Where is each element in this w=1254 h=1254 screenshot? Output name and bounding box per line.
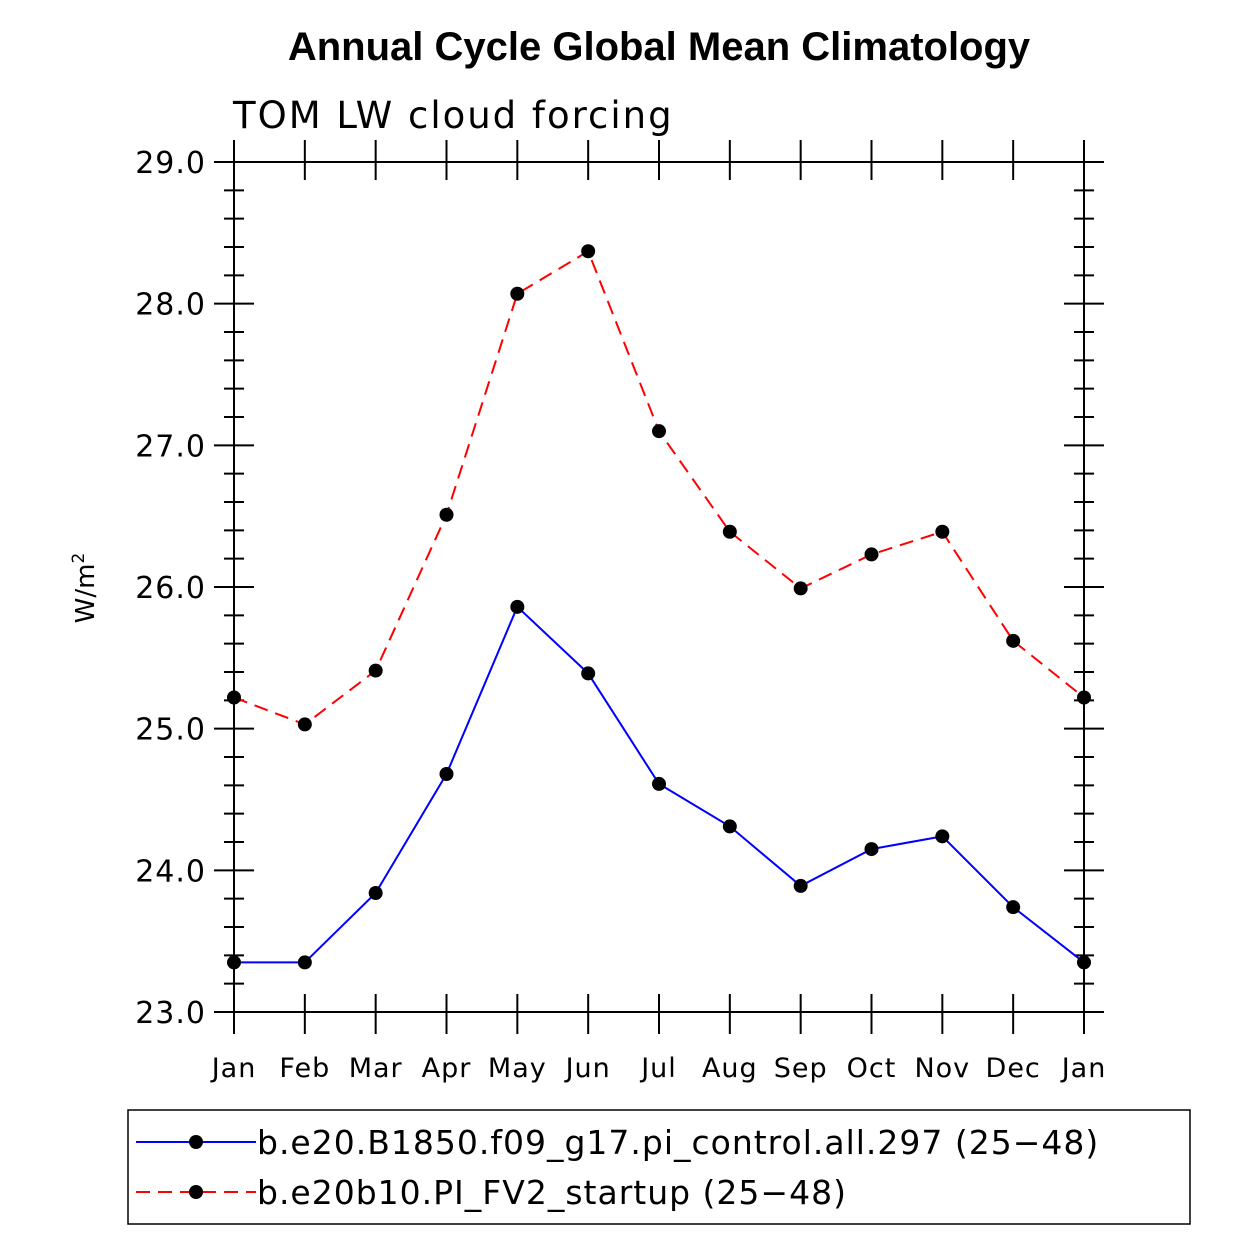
x-tick-label: Jan xyxy=(210,1053,257,1084)
series-0-point xyxy=(581,666,596,681)
series-0-point xyxy=(368,886,383,900)
series-0-point xyxy=(510,599,525,614)
plot-border xyxy=(233,161,1085,1013)
series-1-point xyxy=(864,547,879,562)
x-tick-label: Jul xyxy=(639,1053,677,1084)
series-1-point xyxy=(297,717,312,732)
series-line-1 xyxy=(233,249,1085,726)
y-tick-label: 28.0 xyxy=(135,288,206,323)
x-tick-label: Mar xyxy=(349,1053,403,1084)
y-tick-label: 29.0 xyxy=(135,146,206,181)
series-0-point xyxy=(864,842,879,857)
x-tick-label: Jan xyxy=(1060,1053,1107,1084)
y-tick-label: 25.0 xyxy=(135,713,206,748)
legend-marker-0 xyxy=(189,1135,203,1149)
series-1-point xyxy=(1077,690,1091,705)
x-tick-label: Feb xyxy=(279,1053,330,1084)
series-1-point xyxy=(722,524,737,539)
x-axis: Jan Feb Mar Apr May Jun Jul Aug Sep Oct Nov Dec Jan xyxy=(210,140,1107,1084)
plot-frame xyxy=(233,161,1085,1013)
y-tick-label: 23.0 xyxy=(135,996,206,1031)
legend: b.e20.B1850.f09_g17.pi_control.all.297 (… xyxy=(127,1109,1191,1225)
series-1-point xyxy=(581,244,596,259)
y-tick-label: 27.0 xyxy=(135,429,206,464)
legend-box xyxy=(127,1109,1191,1225)
series-0-point xyxy=(935,829,950,844)
series-layer xyxy=(227,244,1091,970)
series-0-point xyxy=(439,767,454,781)
x-tick-label: Oct xyxy=(847,1053,897,1084)
series-1-point xyxy=(439,507,454,522)
legend-label-1: b.e20b10.PI_FV2_startup (25−48) xyxy=(257,1173,847,1212)
chart-subtitle: TOM LW cloud forcing xyxy=(232,94,674,137)
series-0-point xyxy=(297,955,312,970)
series-1-point xyxy=(510,286,525,301)
series-1-point xyxy=(227,690,241,705)
series-0-point xyxy=(722,819,737,834)
y-axis-label-superscript: 2 xyxy=(69,553,89,564)
y-axis-label: W/m2 xyxy=(69,553,101,624)
x-tick-label: Jun xyxy=(564,1053,611,1084)
series-0-point xyxy=(1006,900,1021,915)
y-tick-label: 26.0 xyxy=(135,571,206,606)
series-1-point xyxy=(368,663,383,678)
series-1-point xyxy=(1006,633,1021,648)
x-tick-label: Dec xyxy=(986,1053,1041,1084)
series-0-point xyxy=(1077,955,1091,970)
legend-label-0: b.e20.B1850.f09_g17.pi_control.all.297 (… xyxy=(257,1123,1099,1162)
series-0-point xyxy=(793,878,808,893)
series-1-point xyxy=(935,524,950,539)
x-tick-label: Nov xyxy=(914,1053,970,1084)
y-axis-label-text: W/m xyxy=(71,564,101,624)
y-tick-label: 24.0 xyxy=(135,854,206,889)
legend-marker-1 xyxy=(189,1185,203,1199)
series-1-point xyxy=(793,581,808,596)
x-tick-label: Apr xyxy=(422,1053,472,1084)
y-axis: 23.0 24.0 25.0 26.0 27.0 28.0 29.0 xyxy=(135,146,1104,1031)
series-1-point xyxy=(652,424,666,439)
x-tick-label: May xyxy=(488,1053,547,1084)
x-tick-label: Sep xyxy=(774,1053,828,1084)
series-0-point xyxy=(227,955,241,970)
chart-title: Annual Cycle Global Mean Climatology xyxy=(288,25,1031,69)
series-0-point xyxy=(652,776,666,791)
x-tick-label: Aug xyxy=(702,1053,758,1084)
